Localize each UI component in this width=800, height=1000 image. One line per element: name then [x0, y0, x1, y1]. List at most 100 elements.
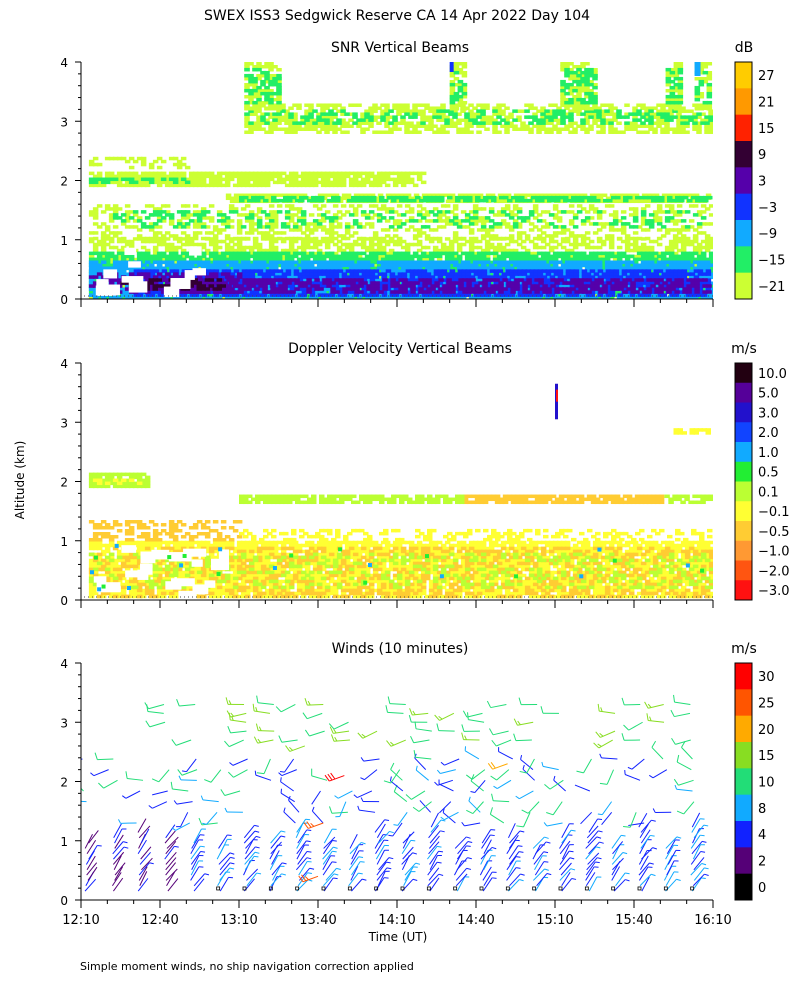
snr-cell — [288, 296, 295, 299]
snr-cell — [204, 293, 211, 298]
snr-cell — [124, 254, 131, 259]
snr-cell — [540, 296, 547, 299]
snr-cell — [452, 263, 459, 267]
snr-cell — [240, 296, 247, 299]
snr-cell — [136, 254, 143, 259]
snr-cell — [568, 248, 575, 253]
snr-cell — [376, 254, 383, 259]
snr-cell — [252, 266, 259, 270]
snr-cell — [320, 254, 327, 259]
snr-cell — [388, 239, 395, 244]
snr-cell — [268, 236, 275, 241]
snr-cell — [532, 263, 539, 267]
snr-cell — [384, 275, 391, 280]
snr-cell — [240, 266, 247, 270]
snr-cell — [116, 296, 123, 299]
snr-cell — [548, 263, 555, 268]
snr-cell — [492, 251, 499, 256]
snr-cell — [528, 266, 535, 270]
snr-cell — [532, 257, 539, 262]
snr-cell — [348, 296, 355, 299]
snr-cell — [148, 266, 155, 270]
snr-cell — [672, 245, 679, 250]
snr-cell — [648, 251, 655, 256]
snr-cell — [200, 260, 207, 264]
snr-cell — [256, 254, 263, 259]
snr-cell — [392, 257, 399, 262]
snr-cell — [304, 296, 311, 299]
snr-cell — [336, 296, 343, 299]
snr-cell — [416, 239, 423, 244]
snr-cell — [140, 293, 147, 297]
snr-cell — [212, 254, 219, 259]
snr-cell — [416, 266, 423, 270]
snr-cell — [120, 239, 127, 244]
snr-cell — [176, 272, 183, 276]
snr-cell — [624, 254, 631, 259]
snr-cell — [200, 254, 207, 259]
snr-cell — [288, 269, 295, 273]
snr-cell — [568, 257, 575, 262]
snr-cell — [264, 266, 271, 271]
snr-cell — [340, 251, 347, 256]
snr-cell — [292, 254, 299, 259]
snr-cell — [584, 257, 591, 262]
snr-cell — [448, 251, 455, 256]
snr-cell — [224, 296, 231, 299]
snr-cell — [204, 296, 211, 299]
snr-cell — [248, 251, 255, 256]
snr-cell — [368, 236, 375, 241]
snr-cell — [272, 296, 279, 299]
snr-cell — [292, 293, 299, 297]
snr-cell — [100, 248, 107, 253]
snr-cell — [188, 260, 195, 264]
snr-cell — [152, 257, 159, 262]
snr-cell — [488, 266, 495, 270]
snr-cell — [92, 290, 99, 294]
snr-cell — [340, 257, 347, 262]
snr-cell — [92, 272, 99, 276]
snr-cell — [480, 257, 487, 262]
snr-cell — [168, 248, 175, 253]
snr-cell — [96, 269, 103, 273]
snr-cell — [296, 236, 303, 241]
snr-cell — [564, 239, 571, 244]
snr-cell — [88, 260, 95, 264]
snr-cell — [504, 236, 511, 241]
snr-cell — [404, 245, 411, 250]
snr-cell — [208, 293, 215, 298]
snr-cell — [372, 248, 379, 253]
snr-cell — [508, 278, 515, 282]
snr-cell — [272, 266, 279, 270]
snr-cell — [192, 242, 199, 247]
snr-cell — [644, 257, 651, 262]
snr-cell — [400, 251, 407, 256]
snr-cell — [552, 251, 559, 256]
snr-cell — [436, 239, 443, 244]
snr-cell — [128, 269, 135, 273]
snr-cell — [440, 242, 447, 247]
snr-cell — [544, 260, 551, 265]
snr-cell — [684, 242, 691, 247]
snr-cell — [704, 242, 711, 247]
snr-cell — [416, 293, 423, 297]
snr-cell — [432, 251, 439, 256]
snr-cell — [220, 263, 227, 267]
snr-cell — [652, 257, 659, 262]
snr-cell — [236, 245, 243, 250]
snr-cell — [228, 269, 235, 273]
snr-cell — [488, 251, 495, 256]
snr-cell — [160, 251, 167, 256]
snr-cell — [596, 245, 603, 250]
snr-cell — [504, 296, 511, 299]
snr-cell — [468, 257, 475, 262]
snr-cell — [120, 287, 127, 291]
snr-cell — [420, 263, 427, 267]
snr-cell — [444, 296, 451, 299]
snr-cell — [224, 263, 231, 268]
snr-cell — [216, 239, 223, 244]
snr-cell — [700, 254, 707, 259]
snr-cell — [576, 242, 583, 247]
snr-cell — [456, 266, 463, 270]
snr-cell — [296, 290, 303, 294]
